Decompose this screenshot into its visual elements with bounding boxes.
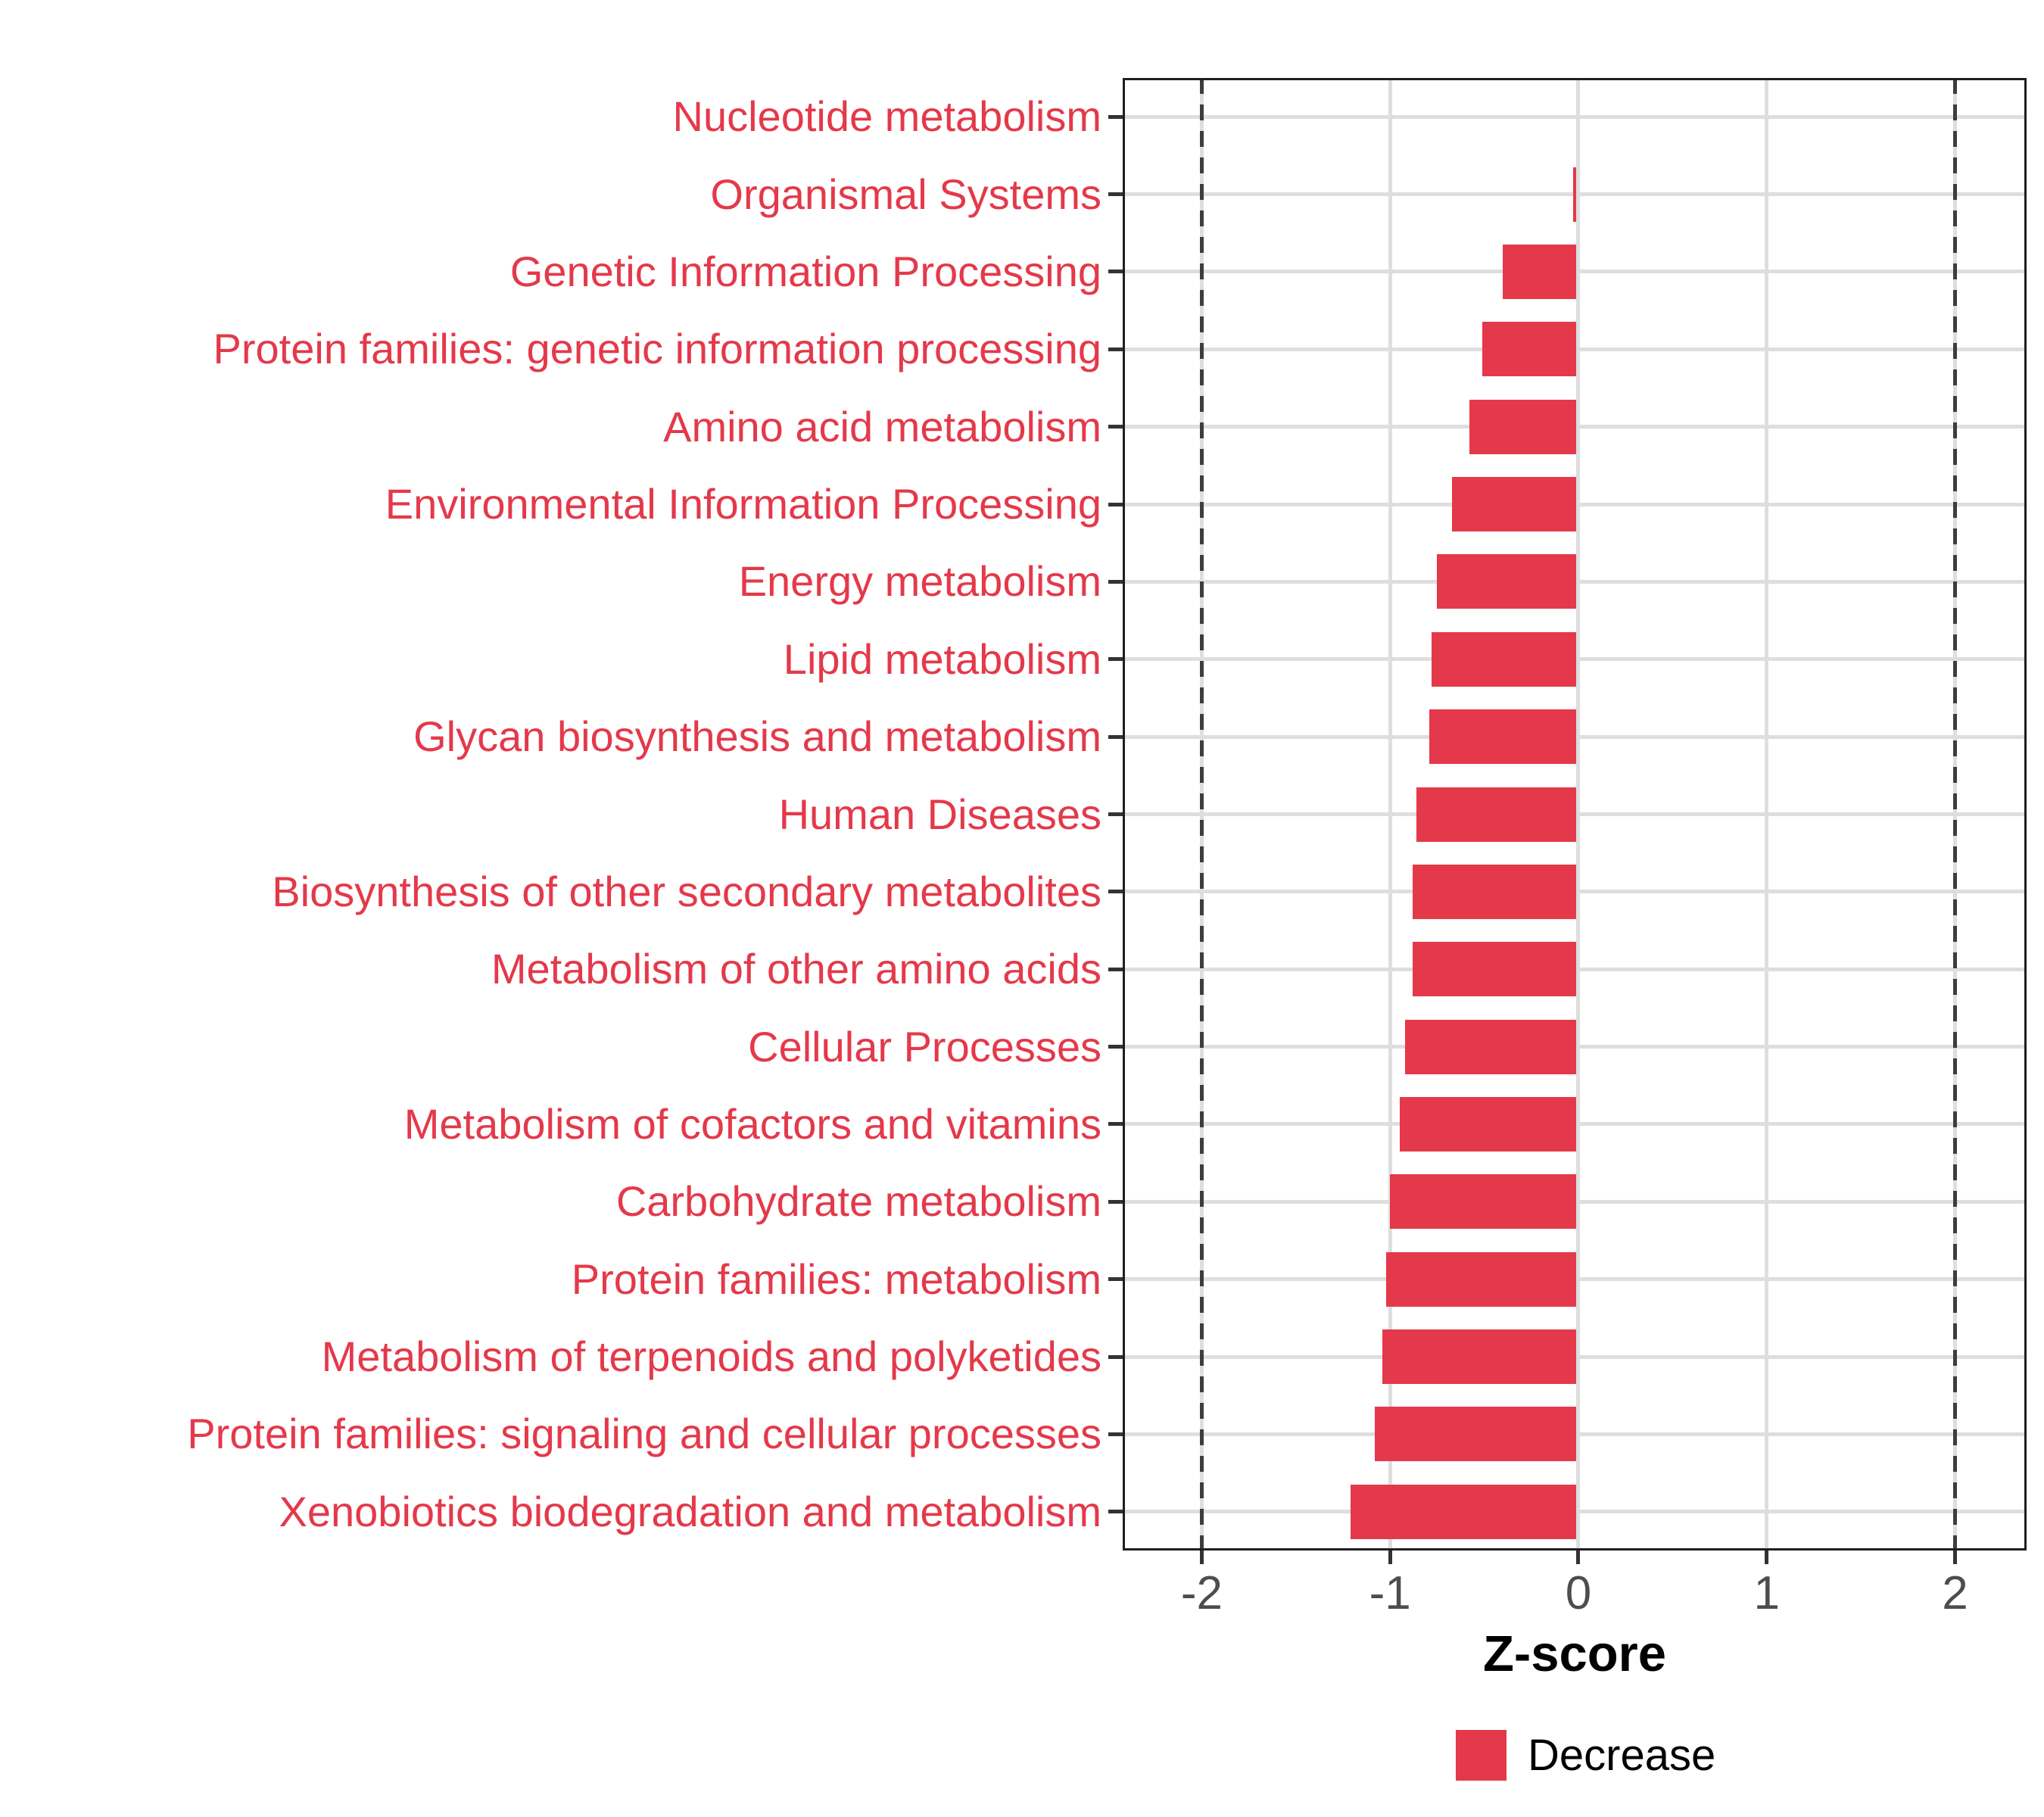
y-axis-label: Protein families: genetic information pr… — [213, 325, 1101, 373]
bar-18 — [1375, 1407, 1577, 1462]
y-axis-tick — [1108, 192, 1123, 197]
bar-15 — [1390, 1174, 1577, 1230]
legend: Decrease — [1456, 1730, 1715, 1781]
y-axis-label: Biosynthesis of other secondary metaboli… — [272, 867, 1101, 915]
bar-10 — [1416, 787, 1577, 842]
y-axis-tick — [1108, 967, 1123, 971]
y-axis-label: Nucleotide metabolism — [672, 92, 1101, 141]
x-axis-tick — [1765, 1551, 1769, 1564]
bar-3 — [1503, 244, 1577, 299]
gridline-vertical — [1765, 78, 1769, 1551]
bar-2 — [1572, 167, 1577, 222]
y-axis-label: Cellular Processes — [748, 1022, 1101, 1071]
gridline-vertical — [1576, 78, 1581, 1551]
x-axis-tick-label: 1 — [1753, 1567, 1780, 1619]
bar-6 — [1452, 477, 1577, 532]
y-axis-label: Energy metabolism — [738, 557, 1101, 606]
y-axis-tick — [1108, 1045, 1123, 1049]
bar-7 — [1437, 554, 1577, 609]
x-axis-tick — [1199, 1551, 1204, 1564]
bar-16 — [1386, 1251, 1577, 1307]
bar-11 — [1413, 864, 1577, 919]
y-axis-label: Amino acid metabolism — [663, 402, 1101, 450]
y-axis-tick — [1108, 425, 1123, 429]
gridline-vertical — [1388, 78, 1392, 1551]
x-axis-tick-label: 0 — [1565, 1567, 1592, 1619]
y-axis-label: Protein families: signaling and cellular… — [187, 1410, 1101, 1458]
y-axis-tick — [1108, 347, 1123, 351]
y-axis-tick — [1108, 579, 1123, 584]
y-axis-tick — [1108, 1277, 1123, 1282]
x-axis-tick-label: -1 — [1369, 1567, 1411, 1619]
y-axis-tick — [1108, 1122, 1123, 1127]
y-axis-label: Metabolism of terpenoids and polyketides — [321, 1332, 1101, 1381]
gridline-horizontal — [1123, 114, 2027, 119]
y-axis-label: Glycan biosynthesis and metabolism — [413, 712, 1101, 761]
y-axis-label: Environmental Information Processing — [385, 480, 1101, 528]
y-axis-tick — [1108, 270, 1123, 274]
y-axis-label: Protein families: metabolism — [571, 1254, 1101, 1303]
y-axis-label: Xenobiotics biodegradation and metabolis… — [279, 1487, 1101, 1535]
bar-14 — [1399, 1096, 1577, 1152]
bar-5 — [1469, 399, 1577, 454]
bar-19 — [1350, 1484, 1577, 1539]
reference-line-dashed — [1952, 78, 1957, 1551]
y-axis-label: Organismal Systems — [710, 170, 1101, 218]
bar-17 — [1382, 1329, 1577, 1385]
x-axis-tick-label: 2 — [1942, 1567, 1968, 1619]
y-axis-tick — [1108, 114, 1123, 119]
y-axis-label: Metabolism of other amino acids — [491, 945, 1101, 993]
y-axis-tick — [1108, 502, 1123, 506]
x-axis-tick-label: -2 — [1180, 1567, 1223, 1619]
bar-12 — [1413, 942, 1577, 997]
reference-line-dashed — [1199, 78, 1204, 1551]
x-axis-tick — [1952, 1551, 1957, 1564]
bar-4 — [1482, 322, 1577, 377]
y-axis-tick — [1108, 890, 1123, 894]
y-axis-tick — [1108, 1510, 1123, 1514]
bar-9 — [1429, 709, 1577, 765]
bar-8 — [1431, 631, 1577, 687]
x-axis-tick — [1388, 1551, 1392, 1564]
legend-swatch-decrease — [1456, 1730, 1507, 1781]
y-axis-tick — [1108, 1199, 1123, 1204]
y-axis-label: Lipid metabolism — [783, 634, 1101, 683]
y-axis-label: Metabolism of cofactors and vitamins — [404, 1099, 1101, 1148]
x-axis-title: Z-score — [1482, 1625, 1667, 1682]
bar-13 — [1405, 1019, 1577, 1074]
y-axis-label: Human Diseases — [778, 790, 1101, 838]
legend-label-decrease: Decrease — [1528, 1731, 1716, 1780]
y-axis-tick — [1108, 812, 1123, 816]
y-axis-tick — [1108, 734, 1123, 739]
y-axis-label: Carbohydrate metabolism — [615, 1177, 1101, 1226]
y-axis-label: Genetic Information Processing — [509, 247, 1101, 295]
y-axis-tick — [1108, 657, 1123, 662]
y-axis-tick — [1108, 1432, 1123, 1436]
x-axis-tick — [1576, 1551, 1581, 1564]
y-axis-tick — [1108, 1354, 1123, 1359]
